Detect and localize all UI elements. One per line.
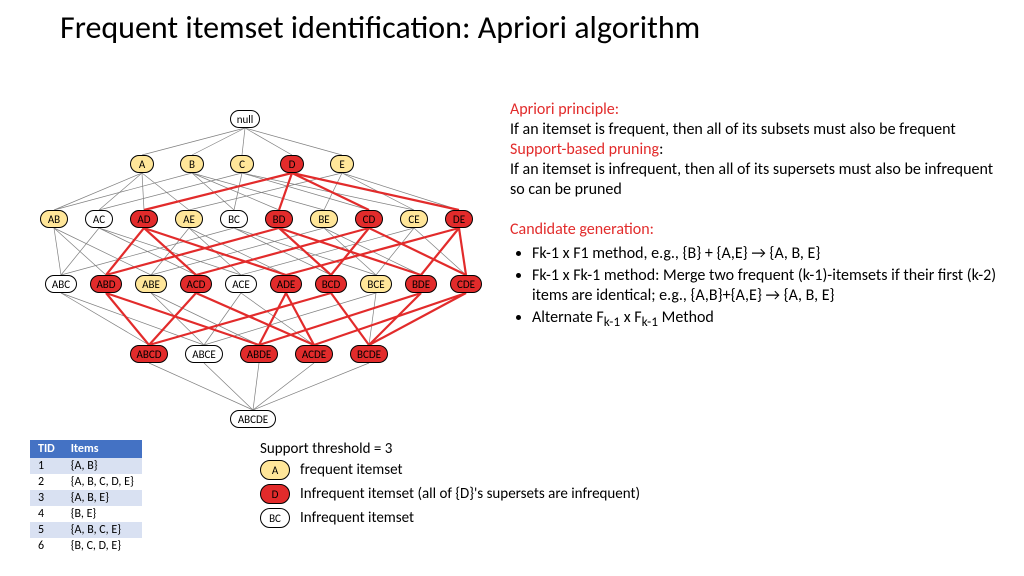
col-items: Items [63, 440, 142, 458]
node-BCDE: BCDE [350, 345, 388, 363]
node-AE: AE [175, 210, 203, 228]
explanation-text: Apriori principle: If an itemset is freq… [510, 100, 1000, 333]
node-CE: CE [400, 210, 428, 228]
node-AD: AD [130, 210, 158, 228]
node-BD: BD [265, 210, 293, 228]
table-row: 6{B, C, D, E} [30, 538, 142, 554]
apriori-heading: Apriori principle: [510, 100, 619, 119]
candidate-list: Fk-1 x F1 method, e.g., {B} + {A,E} → {A… [510, 244, 1000, 331]
table-row: 2{A, B, C, D, E} [30, 474, 142, 490]
node-B: B [180, 155, 204, 173]
lattice-diagram: nullABCDEABACADAEBCBDBECDCEDEABCABDABEAC… [20, 100, 480, 440]
node-AC: AC [85, 210, 113, 228]
node-ABDE: ABDE [240, 345, 278, 363]
node-E: E [330, 155, 354, 173]
node-C: C [230, 155, 254, 173]
node-BE: BE [310, 210, 338, 228]
support-threshold: Support threshold = 3 [260, 440, 392, 458]
node-BC: BC [220, 210, 248, 228]
table-row: 3{A, B, E} [30, 490, 142, 506]
legend-infrequent: BC Infrequent itemset [260, 508, 640, 528]
node-ABCDE: ABCDE [230, 410, 276, 428]
node-ACE: ACE [225, 275, 257, 293]
node-BCD: BCD [315, 275, 347, 293]
node-ABD: ABD [90, 275, 122, 293]
lattice-edges-red [20, 100, 480, 440]
node-ADE: ADE [270, 275, 302, 293]
node-ABCD: ABCD [130, 345, 168, 363]
table-row: 4{B, E} [30, 506, 142, 522]
transactions-table: TID Items 1{A, B}2{A, B, C, D, E}3{A, B,… [30, 440, 142, 554]
legend-frequent: A frequent itemset [260, 460, 640, 480]
pruning-heading: Support-based pruning [510, 140, 659, 159]
node-ACDE: ACDE [295, 345, 333, 363]
candidate-item-3: Alternate Fk-1 x Fk-1 Method [532, 308, 1000, 331]
legend-swatch-red: D [260, 484, 290, 504]
node-AB: AB [40, 210, 68, 228]
node-BDE: BDE [405, 275, 437, 293]
node-ABE: ABE [135, 275, 167, 293]
table-row: 5{A, B, C, E} [30, 522, 142, 538]
node-BCE: BCE [360, 275, 392, 293]
node-ABC: ABC [45, 275, 77, 293]
node-D: D [280, 155, 304, 173]
node-CDE: CDE [450, 275, 482, 293]
legend-infrequent-d: D Infrequent itemset (all of {D}'s super… [260, 484, 640, 504]
node-null: null [230, 110, 260, 128]
candidate-item-1: Fk-1 x F1 method, e.g., {B} + {A,E} → {A… [532, 244, 1000, 264]
candidate-item-2: Fk-1 x Fk-1 method: Merge two frequent (… [532, 266, 1000, 306]
pruning-text: If an itemset is infrequent, then all of… [510, 160, 993, 199]
col-tid: TID [30, 440, 63, 458]
legend-swatch-white: BC [260, 508, 290, 528]
node-A: A [130, 155, 154, 173]
node-ACD: ACD [180, 275, 212, 293]
slide-title: Frequent itemset identification: Apriori… [60, 10, 700, 47]
legend-swatch-yellow: A [260, 460, 290, 480]
node-ABCE: ABCE [185, 345, 223, 363]
apriori-text: If an itemset is frequent, then all of i… [510, 120, 956, 139]
legend: A frequent itemset D Infrequent itemset … [260, 460, 640, 532]
candidate-heading: Candidate generation: [510, 220, 654, 239]
node-DE: DE [445, 210, 473, 228]
table-row: 1{A, B} [30, 458, 142, 474]
node-CD: CD [355, 210, 383, 228]
